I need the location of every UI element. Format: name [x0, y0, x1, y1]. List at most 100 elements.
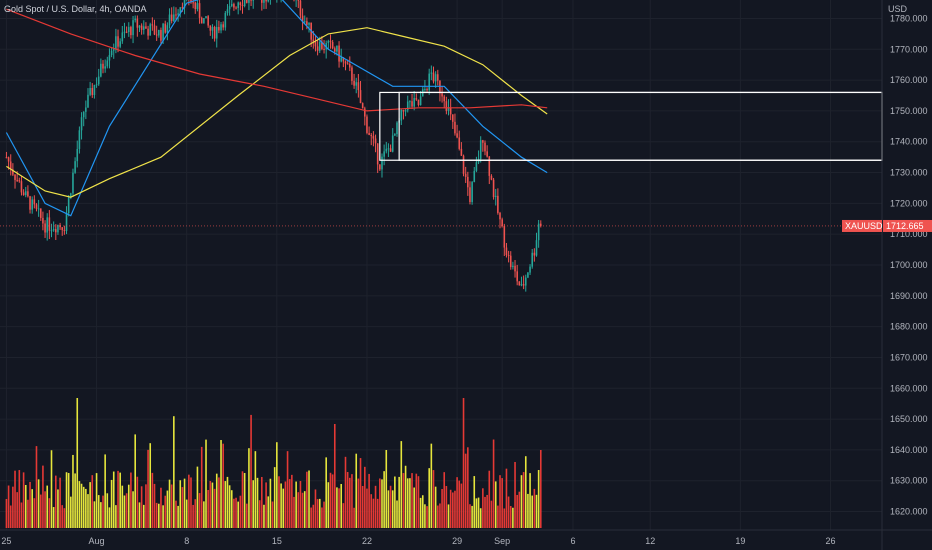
volume-bar	[168, 479, 171, 528]
candle-body	[400, 109, 403, 121]
volume-bar	[492, 439, 495, 528]
volume-bar	[142, 504, 145, 528]
volume-bar	[16, 492, 18, 528]
volume-bar	[194, 499, 197, 528]
candle-body	[233, 4, 235, 8]
volume-bar	[138, 502, 141, 528]
candle-body	[205, 16, 207, 19]
time-axis[interactable]: 25 Aug 8 15 22 29 Sep 6 12 19 26	[1, 536, 835, 546]
volume-bar	[434, 486, 437, 528]
candle-body	[464, 173, 467, 177]
candle-body	[198, 3, 201, 18]
volume-bar	[293, 496, 295, 528]
volume-bar	[295, 481, 297, 528]
candle-body	[42, 217, 44, 224]
candle-body	[430, 72, 433, 74]
candle-body	[374, 138, 377, 144]
volume-bar	[235, 497, 237, 528]
volume-bar	[297, 492, 300, 528]
volume-bar	[220, 440, 222, 528]
volume-bar	[198, 493, 201, 528]
candle-body	[411, 101, 413, 107]
volume-bar	[421, 495, 424, 528]
volume-bar	[282, 488, 285, 528]
volume-bar	[372, 498, 375, 528]
volume-bar	[516, 494, 518, 528]
volume-bar	[166, 490, 169, 528]
volume-bar	[50, 450, 53, 528]
candle-body	[164, 23, 167, 33]
candle-body	[33, 199, 36, 205]
volume-bar	[539, 450, 542, 528]
volume-bar	[147, 449, 149, 528]
volume-bar	[436, 505, 439, 528]
ma_slow-line	[6, 8, 548, 112]
candle-body	[342, 57, 345, 62]
volume-bar	[205, 439, 207, 528]
candle-body	[507, 255, 510, 257]
volume-bar	[54, 475, 57, 528]
candle-body	[348, 64, 351, 68]
volume-bar	[381, 479, 383, 528]
candle-body	[364, 108, 366, 117]
volume-bar	[391, 490, 394, 528]
volume-bar	[80, 483, 83, 528]
volume-bar	[115, 505, 117, 528]
candle-body	[391, 135, 394, 152]
price-axis[interactable]: 1780.000 1770.000 1760.000 1750.000 1740.000…	[890, 13, 928, 516]
volume-bar	[39, 494, 42, 528]
volume-bar	[265, 482, 267, 528]
volume-bar	[374, 485, 377, 528]
volume-bar	[97, 495, 100, 528]
volume-bar	[479, 508, 482, 528]
candle-body	[220, 24, 222, 31]
candle-body	[203, 18, 205, 24]
volume-bar	[366, 488, 368, 528]
volume-bar	[310, 507, 312, 528]
candle-body	[125, 31, 128, 33]
candle-body	[520, 284, 523, 286]
volume-bar	[419, 497, 422, 528]
time-tick-label: 26	[825, 536, 835, 546]
volume-bar	[312, 504, 315, 528]
candle-body	[95, 84, 98, 86]
volume-bar	[74, 473, 76, 528]
candle-body	[501, 219, 503, 226]
volume-bar	[213, 488, 216, 528]
volume-bar	[361, 485, 364, 528]
candle-body	[252, 0, 255, 1]
volume-bar	[531, 495, 534, 528]
volume-bar	[301, 492, 304, 528]
volume-bar	[364, 466, 366, 528]
volume-bar	[464, 453, 467, 528]
volume-bar	[462, 398, 465, 528]
volume-bar	[239, 495, 242, 528]
candle-body	[419, 96, 422, 106]
moving-average-lines	[5, 0, 548, 217]
volume-bar	[177, 505, 179, 528]
candle-body	[166, 25, 169, 33]
candle-body	[5, 157, 8, 159]
candle-body	[417, 99, 420, 106]
candle-body	[331, 42, 334, 49]
candle-body	[149, 24, 152, 36]
volume-bar	[428, 468, 430, 528]
volume-bar	[355, 453, 358, 528]
volume-bar	[387, 490, 390, 528]
volume-bar	[333, 424, 336, 528]
candle-body	[426, 89, 428, 91]
candle-body	[72, 172, 74, 194]
volume-bar	[188, 474, 190, 528]
candle-body	[168, 14, 171, 26]
candle-body	[7, 157, 10, 162]
candle-body	[112, 49, 115, 51]
candle-body	[447, 107, 450, 111]
candle-body	[482, 140, 484, 143]
volume-bar	[149, 443, 152, 528]
volume-bar	[14, 470, 16, 528]
candle-body	[436, 74, 439, 81]
volume-bar	[108, 507, 111, 528]
candle-body	[301, 15, 304, 22]
candle-body	[503, 225, 506, 248]
